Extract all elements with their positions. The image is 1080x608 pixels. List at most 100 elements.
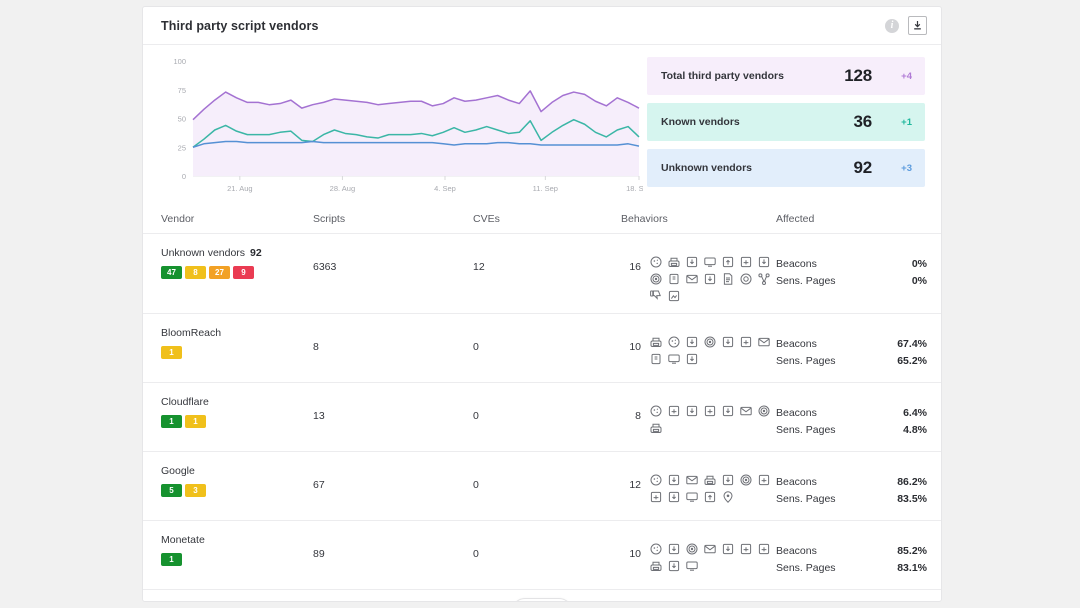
page-title: Third party script vendors <box>161 18 319 33</box>
scripts-count: 67 <box>313 479 325 491</box>
svg-text:75: 75 <box>178 86 186 95</box>
zoom-out-button[interactable] <box>518 600 542 602</box>
severity-badge[interactable]: 9 <box>233 266 254 279</box>
download-icon <box>668 543 680 555</box>
svg-text:100: 100 <box>173 57 186 66</box>
download-box-icon <box>722 336 734 348</box>
cves-count: 0 <box>473 479 479 491</box>
table-row[interactable]: Unknown vendors 92 47 8 27 9 6363 12 16 Beacons 0%… <box>143 234 941 314</box>
cookie-icon <box>650 256 662 268</box>
printer-icon <box>650 337 662 347</box>
stat-value: 92 <box>853 158 872 177</box>
scripts-count: 89 <box>313 548 325 560</box>
vendor-cell: Unknown vendors 92 47 8 27 9 <box>161 247 313 279</box>
download-icon <box>686 336 698 348</box>
printer-icon <box>650 423 662 433</box>
severity-badge[interactable]: 27 <box>209 266 230 279</box>
scripts-count: 6363 <box>313 261 337 273</box>
cookie-icon <box>650 405 662 417</box>
stat-delta: +4 <box>901 70 912 82</box>
download-icon <box>722 543 734 555</box>
affected-metric: Sens. Pages 4.8% <box>776 424 927 436</box>
storage-icon <box>740 543 752 555</box>
affected-label: Sens. Pages <box>776 493 836 505</box>
affected-metric: Sens. Pages 83.5% <box>776 493 927 505</box>
stat-card-total[interactable]: Total third party vendors 128 +4 <box>647 57 925 95</box>
affected-label: Sens. Pages <box>776 355 836 367</box>
stat-label: Unknown vendors <box>661 162 753 174</box>
screen-icon <box>651 353 661 365</box>
stat-card-known[interactable]: Known vendors 36 +1 <box>647 103 925 141</box>
severity-badge[interactable]: 1 <box>161 553 182 566</box>
chart-svg: 0 25 50 75 100 21. Aug 28. Aug 4. Sep 11. Sep 18.… <box>173 57 643 193</box>
download-icon <box>722 474 734 486</box>
monitor-icon <box>686 561 698 571</box>
affected-cell: Beacons 86.2% Sens. Pages 83.5% <box>776 465 927 510</box>
affected-metric: Sens. Pages 0% <box>776 275 927 287</box>
affected-metric: Sens. Pages 65.2% <box>776 355 927 367</box>
thumbs-down-icon <box>650 290 661 300</box>
vendor-name: Google <box>161 465 195 477</box>
table-row[interactable]: Monetate 1 89 0 10 Beacons 85.2% Sens. Pages 83.… <box>143 521 941 590</box>
download-icon <box>686 405 698 417</box>
download-icon <box>686 353 698 365</box>
stat-label: Total third party vendors <box>661 70 784 82</box>
download-icon <box>722 405 734 417</box>
affected-label: Beacons <box>776 407 817 419</box>
scripts-count: 13 <box>313 410 325 422</box>
affected-value: 83.1% <box>897 562 927 574</box>
behaviors-count: 8 <box>635 410 641 422</box>
behaviors-cell: 12 <box>621 465 776 504</box>
stat-value: 128 <box>844 66 872 85</box>
table-row[interactable]: BloomReach 1 8 0 10 Beacons 67.4% Sens. Pages 65… <box>143 314 941 383</box>
info-icon[interactable]: i <box>885 18 899 33</box>
vendors-trend-chart: 0 25 50 75 100 21. Aug 28. Aug 4. Sep 11. Sep 18.… <box>143 53 643 198</box>
fingerprint-icon <box>650 273 662 285</box>
severity-badge[interactable]: 3 <box>185 484 206 497</box>
affected-label: Sens. Pages <box>776 275 836 287</box>
stat-delta: +3 <box>901 162 912 174</box>
header-actions: i <box>885 16 927 35</box>
severity-badge[interactable]: 1 <box>161 415 182 428</box>
severity-badge[interactable]: 1 <box>185 415 206 428</box>
affected-value: 85.2% <box>897 545 927 557</box>
affected-value: 4.8% <box>903 424 927 436</box>
severity-badge[interactable]: 5 <box>161 484 182 497</box>
vendor-count: 92 <box>250 247 262 259</box>
table-row[interactable]: Google 5 3 67 0 12 Beacons 86.2% Sens. Pages 83.5… <box>143 452 941 521</box>
fingerprint-icon <box>686 543 698 555</box>
affected-cell: Beacons 6.4% Sens. Pages 4.8% <box>776 396 927 441</box>
vendor-name: BloomReach <box>161 327 222 339</box>
behavior-icon-list <box>649 255 775 303</box>
card-header: Third party script vendors i <box>143 7 941 45</box>
affected-metric: Beacons 6.4% <box>776 407 927 419</box>
printer-icon <box>650 561 662 571</box>
download-button[interactable] <box>908 16 927 35</box>
vendor-name: Monetate <box>161 534 205 546</box>
severity-badge[interactable]: 1 <box>161 346 182 359</box>
upload-icon <box>722 256 734 268</box>
fingerprint-icon <box>758 405 770 417</box>
scripts-count: 8 <box>313 341 319 353</box>
behaviors-cell: 8 <box>621 396 776 435</box>
column-header-affected: Affected <box>776 212 815 225</box>
printer-icon <box>704 475 716 485</box>
zoom-in-button[interactable] <box>543 600 567 602</box>
vendors-table: Vendor Scripts CVEs Behaviors Affected U… <box>143 204 941 590</box>
table-row[interactable]: Cloudflare 1 1 13 0 8 Beacons 6.4% Sens. Pages 4.… <box>143 383 941 452</box>
svg-text:4. Sep: 4. Sep <box>434 184 456 193</box>
svg-text:21. Aug: 21. Aug <box>227 184 252 193</box>
column-header-scripts: Scripts <box>313 212 346 225</box>
severity-badge[interactable]: 8 <box>185 266 206 279</box>
severity-badges: 1 <box>161 346 313 359</box>
stat-card-unknown[interactable]: Unknown vendors 92 +3 <box>647 149 925 187</box>
behaviors-count: 12 <box>629 479 641 491</box>
download-icon <box>668 491 680 503</box>
behaviors-count: 16 <box>629 261 641 273</box>
severity-badge[interactable]: 47 <box>161 266 182 279</box>
download-icon <box>668 474 680 486</box>
affected-value: 6.4% <box>903 407 927 419</box>
affected-label: Sens. Pages <box>776 562 836 574</box>
storage-icon <box>758 543 770 555</box>
